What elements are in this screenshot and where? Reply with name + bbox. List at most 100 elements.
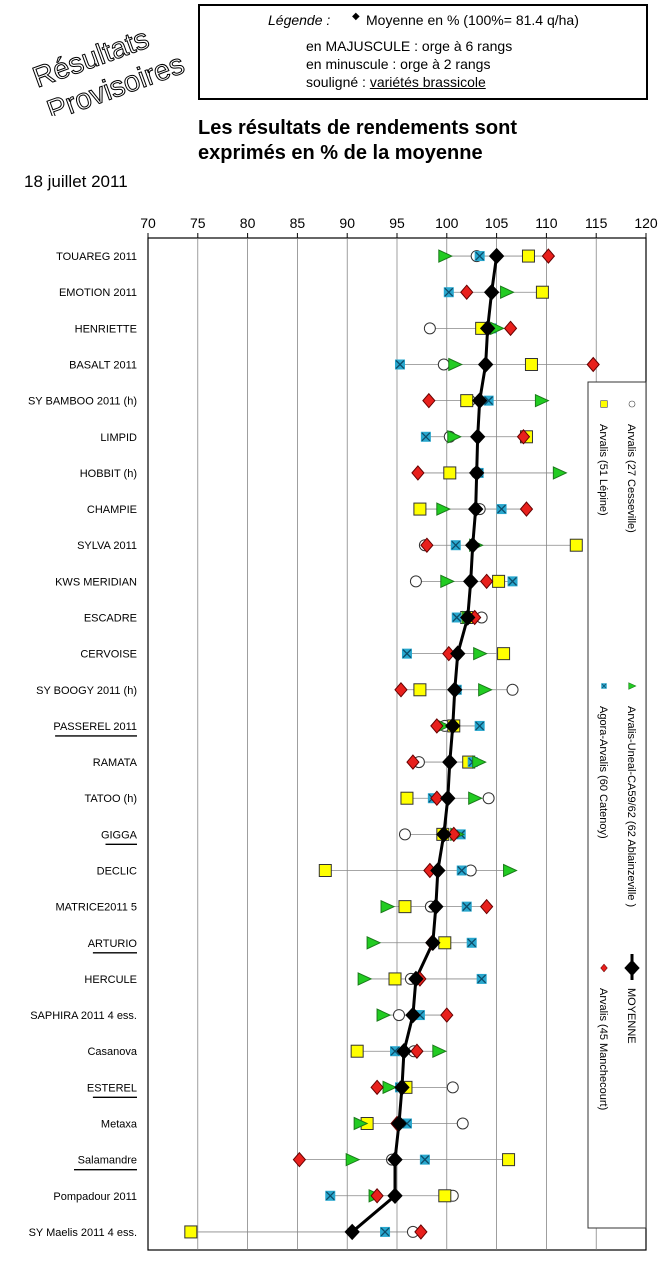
x-tick-label: 100 xyxy=(435,215,459,231)
marker-diamond-line xyxy=(471,392,488,409)
marker-diamond-line xyxy=(447,681,463,699)
x-tick-label: 70 xyxy=(140,215,156,231)
marker-diamond-line xyxy=(391,1115,407,1132)
marker-circle xyxy=(392,1009,405,1022)
marker-diamond-line xyxy=(468,500,484,518)
category-label: Casanova xyxy=(87,1046,137,1058)
category-label: BASALT 2011 xyxy=(69,360,137,372)
marker-diamond xyxy=(430,718,444,734)
marker-diamond-line xyxy=(445,717,461,735)
category-label: Salamandre xyxy=(78,1155,137,1167)
marker-x-square xyxy=(451,612,462,623)
subtitle: Les résultats de rendements sont exprimé… xyxy=(198,116,517,166)
marker-x-square-cross xyxy=(325,1191,335,1201)
category-label: HOBBIT (h) xyxy=(80,468,137,480)
marker-x-square xyxy=(456,865,467,876)
category-label: PASSEREL 2011 xyxy=(53,721,137,733)
marker-diamond-line xyxy=(405,1006,421,1024)
moyenne-line xyxy=(351,255,499,1234)
marker-diamond xyxy=(394,682,408,698)
marker-x-square xyxy=(394,359,405,370)
marker-triangle xyxy=(345,1152,361,1167)
marker-diamond-line xyxy=(468,464,485,482)
legend-marker-wrap xyxy=(628,400,636,408)
marker-x-square-cross xyxy=(402,1119,412,1128)
marker-diamond-line xyxy=(483,283,500,301)
category-label: CHAMPIE xyxy=(87,504,137,516)
marker-diamond-line xyxy=(394,1079,410,1096)
marker-x-square xyxy=(420,431,431,442)
x-tick-label: 95 xyxy=(389,215,405,231)
category-label: RAMATA xyxy=(93,757,138,769)
category-label: TOUAREG 2011 xyxy=(56,251,137,263)
x-tick-labels: 70 75 80 85 90 95 100 105 110 115 120 xyxy=(140,215,658,231)
marker-diamond xyxy=(420,537,434,553)
legend-entry-label: Arvalis (27 Cesseville) xyxy=(625,424,637,533)
marker-triangle xyxy=(448,357,463,372)
marker-diamond xyxy=(414,1224,428,1240)
marker-circle xyxy=(398,828,411,841)
marker-triangle xyxy=(447,430,462,444)
marker-triangle xyxy=(503,863,518,878)
category-label: DECLIC xyxy=(97,866,137,878)
marker-square xyxy=(413,683,427,697)
marker-diamond-line xyxy=(477,356,494,373)
marker-x-square-cross xyxy=(475,721,485,731)
marker-square xyxy=(443,466,457,480)
legend-entry-label: Agora-Arvalis (60 Catenoy) xyxy=(597,706,609,839)
legend-marker-wrap xyxy=(600,963,608,973)
category-label: GIGGA xyxy=(101,829,138,841)
marker-x-square xyxy=(476,973,487,984)
marker-diamond-line xyxy=(428,898,444,915)
marker-x-square-cross xyxy=(467,938,477,948)
category-label: ESCADRE xyxy=(84,613,137,625)
legend-marker xyxy=(600,963,608,973)
marker-x-square xyxy=(507,576,518,587)
x-tick-label: 80 xyxy=(240,215,256,231)
marker-square xyxy=(524,358,538,371)
marker-triangle xyxy=(353,1116,369,1131)
marker-square xyxy=(184,1225,198,1239)
marker-square xyxy=(398,900,412,914)
marker-diamond xyxy=(541,248,556,264)
marker-x-square-cross xyxy=(395,360,405,369)
marker-x-square xyxy=(380,1226,391,1237)
marker-diamond-line xyxy=(450,645,466,662)
legend-box-title: Légende : xyxy=(268,12,331,28)
series-legend: Arvalis (51 Lépine) Arvalis (27 Cessevill… xyxy=(587,381,647,1229)
legend-entry-label: Arvalis-Uneal-CA59/62 (62 Ablainzeville … xyxy=(625,706,637,907)
legend-box-line4: souligné : variétés brassicole xyxy=(306,74,486,90)
x-tick-label: 85 xyxy=(290,215,306,231)
marker-diamond-line xyxy=(430,862,446,879)
legend-box-line4-underlined: variétés brassicole xyxy=(369,74,486,90)
marker-x-square-cross xyxy=(475,251,485,261)
legend-box-line4-prefix: souligné : xyxy=(306,74,370,90)
category-label: ARTURIO xyxy=(88,938,138,950)
legend-marker xyxy=(624,959,640,977)
diamond-icon: ◆ xyxy=(352,11,360,22)
marker-square xyxy=(569,538,583,552)
report-date: 18 juillet 2011 xyxy=(24,172,128,191)
marker-diamond xyxy=(430,790,444,806)
category-label: HERCULE xyxy=(84,974,137,986)
marker-x-square-cross xyxy=(380,1227,390,1237)
marker-triangle xyxy=(376,1008,392,1022)
marker-x-square-cross xyxy=(508,576,517,586)
marker-triangle xyxy=(432,1044,448,1058)
marker-circle xyxy=(423,322,436,335)
category-label: SY BAMBOO 2011 (h) xyxy=(28,396,137,408)
marker-x-square-cross xyxy=(390,1046,400,1056)
marker-diamond-line xyxy=(460,609,476,626)
marker-x-square xyxy=(474,720,485,731)
marker-circle xyxy=(437,358,450,371)
data-markers xyxy=(184,247,600,1241)
legend-box-line3: en minuscule : orge à 2 rangs xyxy=(306,56,491,72)
marker-diamond-line xyxy=(408,970,424,988)
marker-square xyxy=(535,285,549,299)
marker-diamond-line xyxy=(396,1042,412,1060)
marker-diamond-line xyxy=(387,1187,403,1205)
marker-diamond xyxy=(503,320,518,337)
legend-marker-wrap xyxy=(601,683,607,689)
marker-square xyxy=(521,249,535,263)
x-tick-label: 90 xyxy=(339,215,355,231)
